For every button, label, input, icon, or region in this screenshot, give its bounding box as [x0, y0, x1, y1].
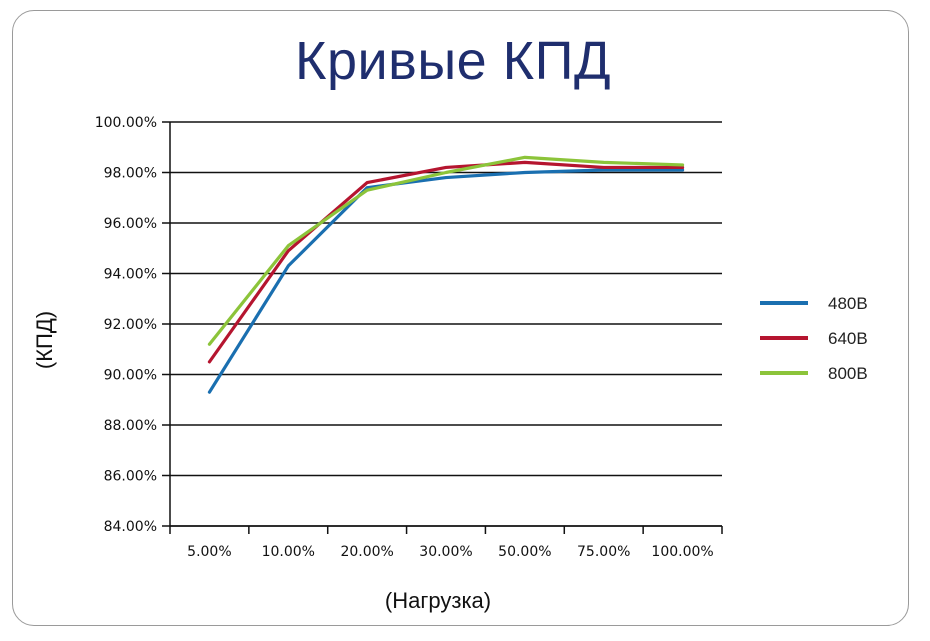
y-tick-label: 100.00% — [95, 115, 157, 131]
y-tick-label: 86.00% — [104, 469, 157, 485]
chart-title: Кривые КПД — [294, 31, 612, 91]
series-lines — [207, 155, 685, 394]
chart-frame — [12, 10, 909, 626]
y-tick-label: 96.00% — [104, 216, 157, 232]
x-tick-label: 30.00% — [419, 544, 472, 560]
x-tick-label: 100.00% — [651, 544, 713, 560]
axes — [169, 122, 723, 534]
x-axis-title: (Нагрузка) — [385, 588, 491, 613]
y-tick-label: 84.00% — [104, 519, 157, 535]
y-axis-title: (КПД) — [32, 311, 57, 369]
grid-lines — [162, 121, 722, 527]
legend-label: 480В — [828, 294, 868, 313]
y-tick-label: 92.00% — [104, 317, 157, 333]
x-tick-label: 75.00% — [577, 544, 630, 560]
x-tick-label: 5.00% — [187, 544, 231, 560]
series-line — [207, 168, 685, 394]
x-tick-label: 50.00% — [498, 544, 551, 560]
y-tick-label: 90.00% — [104, 368, 157, 384]
y-tick-label: 94.00% — [104, 267, 157, 283]
legend: 480В 640В 800В — [760, 294, 868, 383]
x-tick-label: 10.00% — [262, 544, 315, 560]
y-tick-labels: 84.00% 86.00% 88.00% 90.00% 92.00% 94.00% 96.0… — [95, 115, 157, 535]
x-tick-labels: 5.00% 10.00% 20.00% 30.00% 50.00% 75.00% 100.0… — [187, 544, 714, 560]
series-line — [207, 160, 685, 364]
legend-label: 640В — [828, 329, 868, 348]
y-tick-label: 98.00% — [104, 166, 157, 182]
x-tick-label: 20.00% — [340, 544, 393, 560]
series-line — [207, 155, 685, 346]
legend-label: 800В — [828, 364, 868, 383]
y-tick-label: 88.00% — [104, 418, 157, 434]
